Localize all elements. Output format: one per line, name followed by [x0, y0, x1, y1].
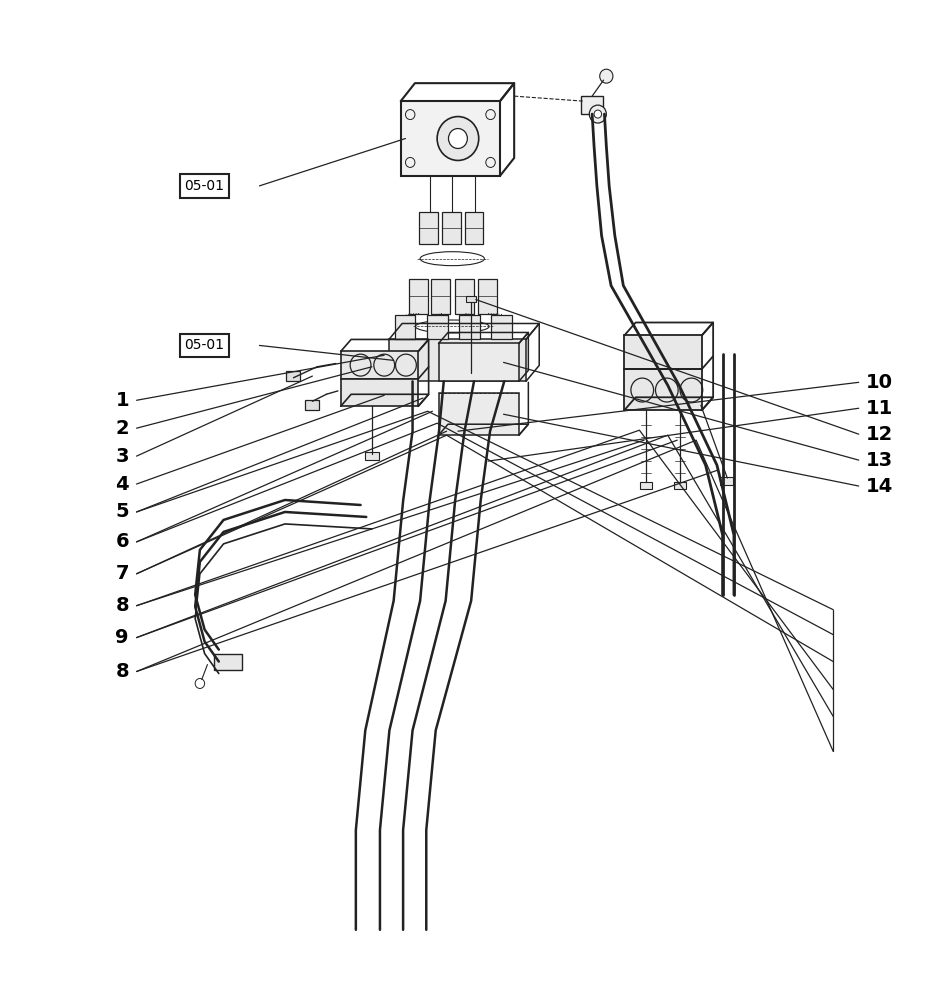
Bar [286, 371, 301, 381]
Bar [214, 654, 243, 670]
Text: 13: 13 [866, 451, 893, 470]
Bar [365, 452, 378, 460]
Bar [439, 393, 519, 435]
Bar [625, 369, 702, 410]
Bar [581, 96, 604, 114]
Circle shape [437, 117, 479, 160]
Bar [674, 482, 685, 489]
Text: 10: 10 [866, 373, 893, 392]
Bar [340, 351, 418, 379]
Bar [491, 315, 512, 339]
Bar [305, 400, 319, 410]
Text: 7: 7 [116, 564, 129, 583]
Bar [419, 212, 438, 244]
Text: 5: 5 [116, 502, 129, 521]
Bar [427, 315, 447, 339]
Text: 2: 2 [116, 419, 129, 438]
Bar [466, 296, 476, 302]
Bar [465, 212, 483, 244]
Bar [394, 315, 415, 339]
Text: 11: 11 [866, 399, 894, 418]
Text: 05-01: 05-01 [185, 179, 225, 193]
Circle shape [448, 129, 467, 148]
Bar [720, 477, 733, 485]
Text: 8: 8 [116, 596, 129, 615]
Text: 8: 8 [116, 662, 129, 681]
Bar [409, 279, 428, 314]
Bar [439, 343, 519, 381]
Circle shape [600, 69, 613, 83]
Text: 9: 9 [116, 628, 129, 647]
Text: 6: 6 [116, 532, 129, 551]
Circle shape [590, 105, 607, 123]
Bar [340, 379, 418, 406]
Bar [389, 339, 526, 381]
Bar [401, 101, 500, 176]
Bar [459, 315, 480, 339]
Text: 1: 1 [116, 391, 129, 410]
Text: 3: 3 [116, 447, 129, 466]
Text: 14: 14 [866, 477, 894, 496]
Bar [478, 279, 497, 314]
Bar [640, 482, 651, 489]
Circle shape [594, 110, 602, 118]
Bar [455, 279, 474, 314]
Bar [442, 212, 461, 244]
Bar [431, 279, 450, 314]
Text: 12: 12 [866, 425, 894, 444]
Bar [625, 335, 702, 369]
Text: 05-01: 05-01 [185, 338, 225, 352]
Text: 4: 4 [116, 475, 129, 494]
